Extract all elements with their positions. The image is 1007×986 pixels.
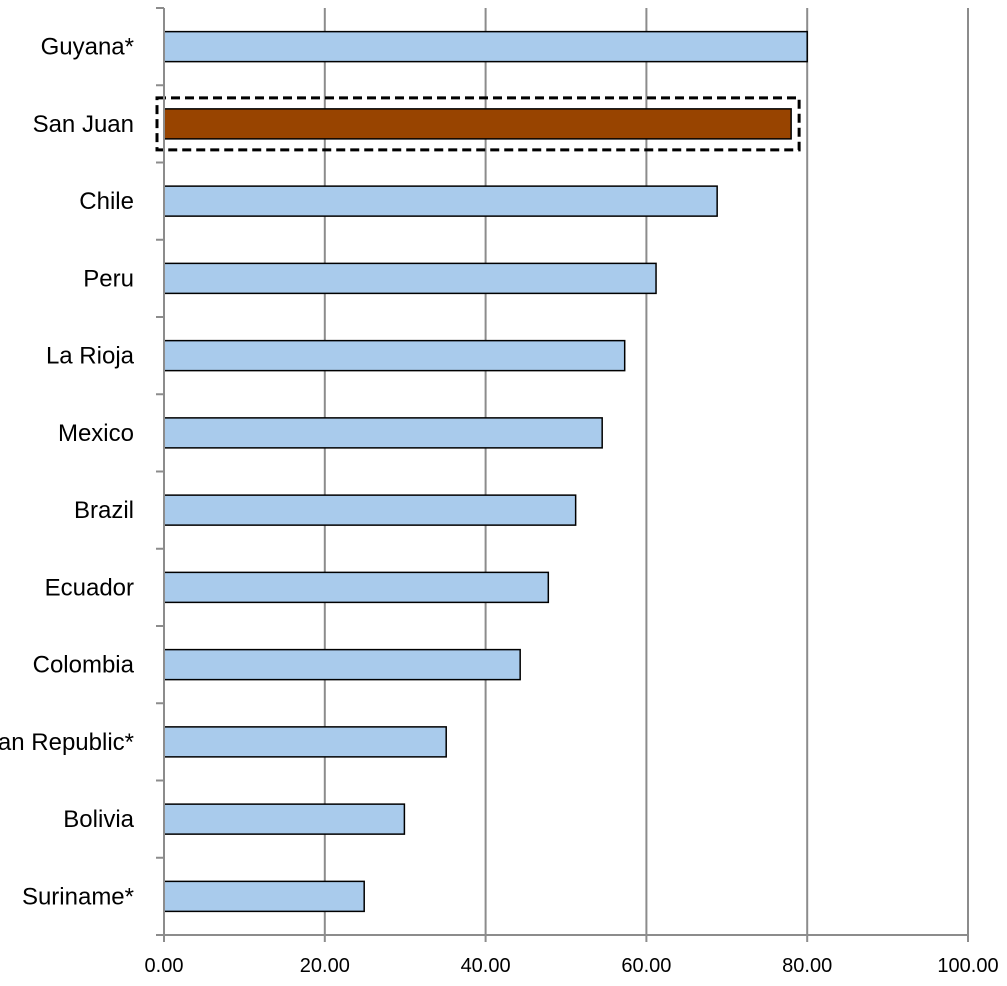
x-tick-label: 100.00 [937, 955, 998, 977]
axes [156, 7, 969, 942]
category-label: La Rioja [46, 343, 135, 370]
bar [163, 803, 406, 835]
bars [155, 30, 808, 913]
bar [163, 648, 521, 681]
category-label: Ecuador [45, 574, 134, 601]
grid-lines [323, 8, 969, 935]
x-tick-label: 40.00 [461, 955, 511, 977]
bar [163, 880, 365, 913]
x-tick-labels: 0.00 20.00 40.00 60.00 80.00 100.00 [145, 955, 999, 977]
bar-highlighted [163, 108, 792, 140]
category-label: Colombia [33, 652, 135, 679]
x-tick-label: 80.00 [782, 955, 832, 977]
category-label: Dominican Republic* [0, 729, 134, 756]
x-tick-label: 20.00 [300, 955, 350, 977]
category-label: Peru [83, 265, 134, 292]
bar [163, 571, 550, 604]
category-label: Bolivia [63, 806, 134, 833]
category-label: San Juan [33, 111, 134, 138]
category-label: Guyana* [41, 34, 134, 61]
category-label: Chile [79, 188, 134, 215]
bar [163, 185, 718, 217]
bar [163, 30, 808, 63]
category-labels: Guyana* San Juan Chile Peru La Rioja Mexico Br… [0, 34, 135, 911]
bar [163, 494, 577, 526]
bar [163, 262, 657, 295]
highlight-box [155, 96, 801, 152]
bar [163, 339, 626, 372]
x-tick-label: 0.00 [145, 955, 184, 977]
category-label: Suriname* [22, 883, 134, 910]
bar [163, 726, 447, 758]
x-tick-label: 60.00 [621, 955, 671, 977]
category-label: Mexico [58, 420, 134, 447]
bar [163, 417, 603, 449]
category-label: Brazil [74, 497, 134, 524]
